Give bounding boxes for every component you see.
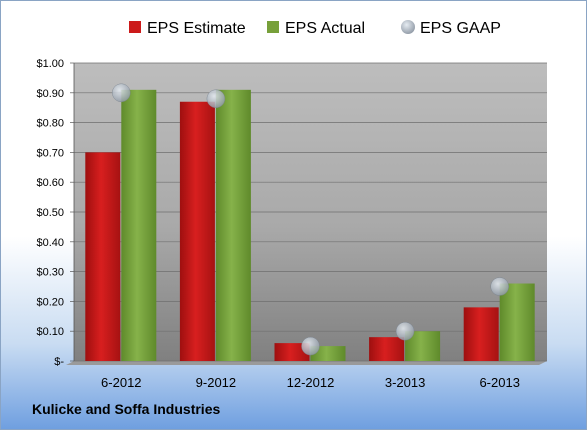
legend-swatch <box>267 21 279 33</box>
x-tick-label: 9-2012 <box>196 375 236 390</box>
marker-eps-gaap <box>490 277 509 296</box>
legend-label: EPS Actual <box>285 20 365 37</box>
legend-label: EPS Estimate <box>147 20 246 37</box>
y-tick-label: $1.00 <box>36 58 64 70</box>
bar-eps-estimate <box>179 101 215 362</box>
y-tick-label: $0.10 <box>36 326 64 338</box>
bar-eps-estimate <box>369 337 405 361</box>
x-tick-label: 12-2012 <box>287 375 335 390</box>
y-tick-label: $0.90 <box>36 88 64 100</box>
marker-eps-gaap <box>112 83 131 103</box>
legend-swatch <box>129 21 141 33</box>
y-tick-label: $0.40 <box>36 237 64 249</box>
y-tick-label: $0.70 <box>36 147 64 159</box>
x-tick-label: 3-2013 <box>385 375 425 390</box>
plot-floor <box>66 361 547 365</box>
bar-eps-actual <box>215 89 251 361</box>
marker-eps-gaap <box>206 89 226 109</box>
legend-swatch <box>401 20 415 34</box>
bar-eps-actual <box>499 283 535 361</box>
company-name: Kulicke and Soffa Industries <box>32 401 221 417</box>
marker-eps-gaap <box>395 321 415 341</box>
y-tick-label: $0.60 <box>36 177 64 189</box>
y-tick-label: $0.20 <box>36 296 64 308</box>
bar-eps-actual <box>121 89 157 361</box>
y-tick-label: $0.30 <box>36 267 64 279</box>
x-tick-label: 6-2012 <box>101 375 141 390</box>
y-tick-label: $- <box>54 356 64 368</box>
bar-eps-actual <box>310 346 346 361</box>
bar-eps-estimate <box>463 307 499 361</box>
bar-eps-estimate <box>274 343 310 361</box>
y-tick-label: $0.50 <box>36 207 64 219</box>
legend-label: EPS GAAP <box>420 20 501 37</box>
y-tick-label: $0.80 <box>36 118 64 130</box>
marker-eps-gaap <box>301 336 320 356</box>
x-tick-label: 6-2013 <box>479 375 519 390</box>
bar-eps-estimate <box>85 152 121 361</box>
